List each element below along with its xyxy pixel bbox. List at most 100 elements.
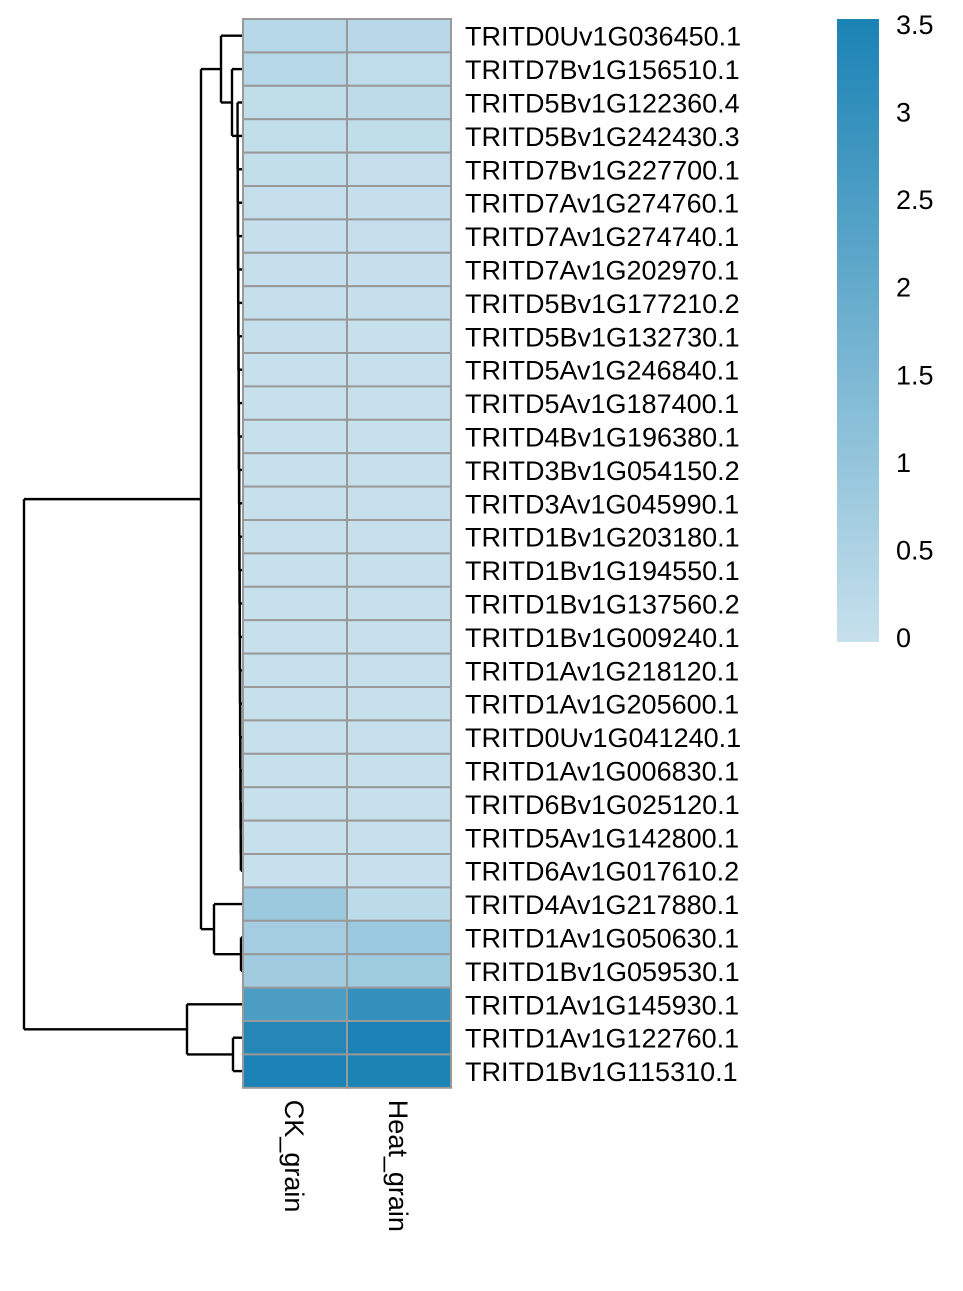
heatmap-cell: [346, 719, 452, 755]
row-label: TRITD5Av1G142800.1: [465, 823, 739, 853]
heatmap-cell: [242, 485, 348, 522]
heatmap-cell: [242, 151, 348, 188]
heatmap-cell: [346, 786, 452, 822]
heatmap-cell: [242, 986, 348, 1022]
heatmap-cell: [346, 84, 452, 121]
heatmap-cell: [346, 686, 452, 722]
heatmap-cell: [346, 919, 452, 956]
row-label: TRITD4Av1G217880.1: [465, 890, 739, 920]
heatmap-cell: [346, 418, 452, 455]
row-label: TRITD7Bv1G227700.1: [465, 155, 740, 185]
heatmap-cell: [242, 619, 348, 655]
heatmap-cells: [242, 18, 452, 1089]
row-label: TRITD6Bv1G025120.1: [465, 790, 740, 820]
heatmap-cell: [242, 552, 348, 588]
legend-tick-label: 1.5: [896, 360, 934, 390]
legend-tick-label: 3: [896, 98, 911, 128]
row-label: TRITD7Av1G274740.1: [465, 222, 739, 252]
heatmap-cell: [242, 1053, 348, 1089]
row-label: TRITD1Bv1G137560.2: [465, 590, 740, 620]
row-label: TRITD1Av1G050630.1: [465, 924, 739, 954]
column-label: CK_grain: [279, 1100, 309, 1213]
heatmap-cell: [242, 185, 348, 221]
heatmap-cell: [242, 418, 348, 455]
legend-tick-label: 2.5: [896, 185, 934, 215]
heatmap-cell: [242, 51, 348, 87]
legend-tick-label: 1: [896, 448, 911, 478]
row-label: TRITD7Bv1G156510.1: [465, 55, 740, 85]
heatmap-cell: [346, 51, 452, 87]
row-label: TRITD0Uv1G036450.1: [465, 22, 741, 52]
heatmap-cell: [242, 953, 348, 989]
row-label: TRITD4Bv1G196380.1: [465, 423, 740, 453]
heatmap-cell: [242, 853, 348, 889]
heatmap-cell: [346, 18, 452, 54]
legend-tick-label: 2: [896, 273, 911, 303]
heatmap-cell: [346, 552, 452, 588]
heatmap-cell: [346, 886, 452, 922]
row-label: TRITD3Av1G045990.1: [465, 489, 739, 519]
row-label: TRITD1Bv1G059530.1: [465, 957, 740, 987]
row-label: TRITD6Av1G017610.2: [465, 857, 739, 887]
heatmap-cell: [242, 585, 348, 622]
legend-color-bar: [837, 19, 879, 642]
heatmap-cell: [346, 285, 452, 321]
heatmap-cell: [242, 251, 348, 288]
heatmap-cell: [242, 752, 348, 789]
color-legend: 0 0.5 1 1.5 2 2.5 3 3.5: [837, 10, 934, 653]
heatmap-cell: [346, 819, 452, 855]
heatmap-cell: [242, 719, 348, 755]
heatmap-cell: [346, 485, 452, 522]
heatmap-cell: [346, 352, 452, 388]
row-label: TRITD1Bv1G009240.1: [465, 623, 740, 653]
heatmap-cell: [346, 1053, 452, 1089]
heatmap-cell: [242, 919, 348, 956]
heatmap-cell: [242, 218, 348, 254]
heatmap-cell: [346, 151, 452, 188]
row-label: TRITD1Av1G205600.1: [465, 690, 739, 720]
heatmap-cell: [242, 786, 348, 822]
heatmap-cell: [242, 84, 348, 121]
row-label: TRITD1Av1G218120.1: [465, 656, 739, 686]
row-label: TRITD5Bv1G122360.4: [465, 89, 740, 119]
row-label: TRITD5Bv1G177210.2: [465, 289, 740, 319]
heatmap-cell: [346, 853, 452, 889]
row-label: TRITD1Bv1G203180.1: [465, 523, 740, 553]
row-label: TRITD0Uv1G041240.1: [465, 723, 741, 753]
row-label: TRITD7Av1G274760.1: [465, 189, 739, 219]
row-dendrogram: [22, 34, 243, 1073]
row-label: TRITD1Av1G145930.1: [465, 990, 739, 1020]
row-label: TRITD1Bv1G115310.1: [465, 1057, 738, 1087]
heatmap-cell: [242, 385, 348, 421]
heatmap-cell: [346, 1020, 452, 1056]
legend-tick-label: 3.5: [896, 10, 934, 40]
heatmap-cell: [346, 452, 452, 488]
heatmap-cell: [242, 318, 348, 355]
column-label: Heat_grain: [383, 1100, 413, 1232]
column-labels: CK_grain Heat_grain: [279, 1100, 413, 1232]
heatmap-cell: [242, 452, 348, 488]
row-label: TRITD1Bv1G194550.1: [465, 556, 740, 586]
heatmap-cell: [242, 118, 348, 154]
legend-tick-label: 0.5: [896, 535, 934, 565]
heatmap-cell: [242, 886, 348, 922]
heatmap-cell: [346, 953, 452, 989]
heatmap-cell: [242, 18, 348, 54]
row-label: TRITD1Av1G006830.1: [465, 757, 739, 787]
row-label: TRITD5Bv1G132730.1: [465, 322, 740, 352]
heatmap-cell: [242, 652, 348, 688]
heatmap-cell: [346, 318, 452, 355]
row-label: TRITD5Av1G246840.1: [465, 356, 739, 386]
heatmap-cell: [346, 619, 452, 655]
heatmap-cell: [346, 652, 452, 688]
heatmap-cell: [346, 118, 452, 154]
heatmap-cell: [346, 986, 452, 1022]
row-label: TRITD7Av1G202970.1: [465, 256, 739, 286]
legend-tick-label: 0: [896, 623, 911, 653]
heatmap-cell: [242, 686, 348, 722]
heatmap-cell: [346, 585, 452, 622]
legend-ticks: 0 0.5 1 1.5 2 2.5 3 3.5: [896, 10, 934, 653]
heatmap-cell: [346, 218, 452, 254]
